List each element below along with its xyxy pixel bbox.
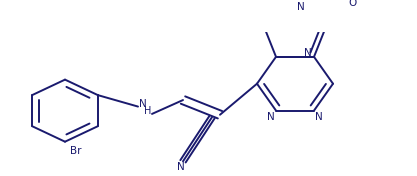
- Text: N: N: [315, 112, 323, 122]
- Text: N: N: [297, 2, 305, 12]
- Text: N: N: [139, 99, 147, 109]
- Text: N: N: [304, 48, 312, 58]
- Text: N: N: [177, 162, 185, 172]
- Text: O: O: [349, 0, 357, 8]
- Text: N: N: [267, 112, 275, 122]
- Text: Br: Br: [70, 146, 81, 156]
- Text: H: H: [144, 106, 152, 116]
